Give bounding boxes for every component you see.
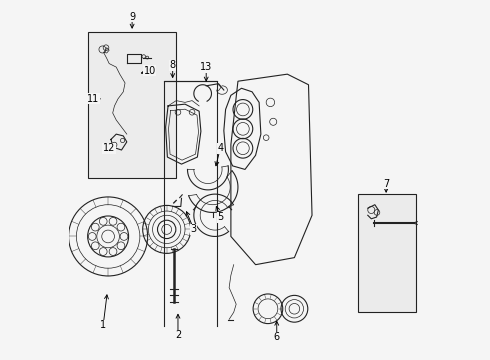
Text: 6: 6 xyxy=(274,332,280,342)
Text: 7: 7 xyxy=(383,179,389,189)
Text: 11: 11 xyxy=(87,94,99,104)
Text: 3: 3 xyxy=(191,224,197,234)
Text: 9: 9 xyxy=(129,12,135,22)
Text: 10: 10 xyxy=(144,66,156,76)
Text: 4: 4 xyxy=(217,143,223,153)
Bar xyxy=(358,194,416,312)
Text: 13: 13 xyxy=(200,62,212,72)
Text: 1: 1 xyxy=(100,320,106,330)
Text: 5: 5 xyxy=(217,212,223,222)
Bar xyxy=(88,32,176,178)
Text: 2: 2 xyxy=(175,330,181,340)
Text: 8: 8 xyxy=(170,60,176,70)
Text: 12: 12 xyxy=(103,143,115,153)
